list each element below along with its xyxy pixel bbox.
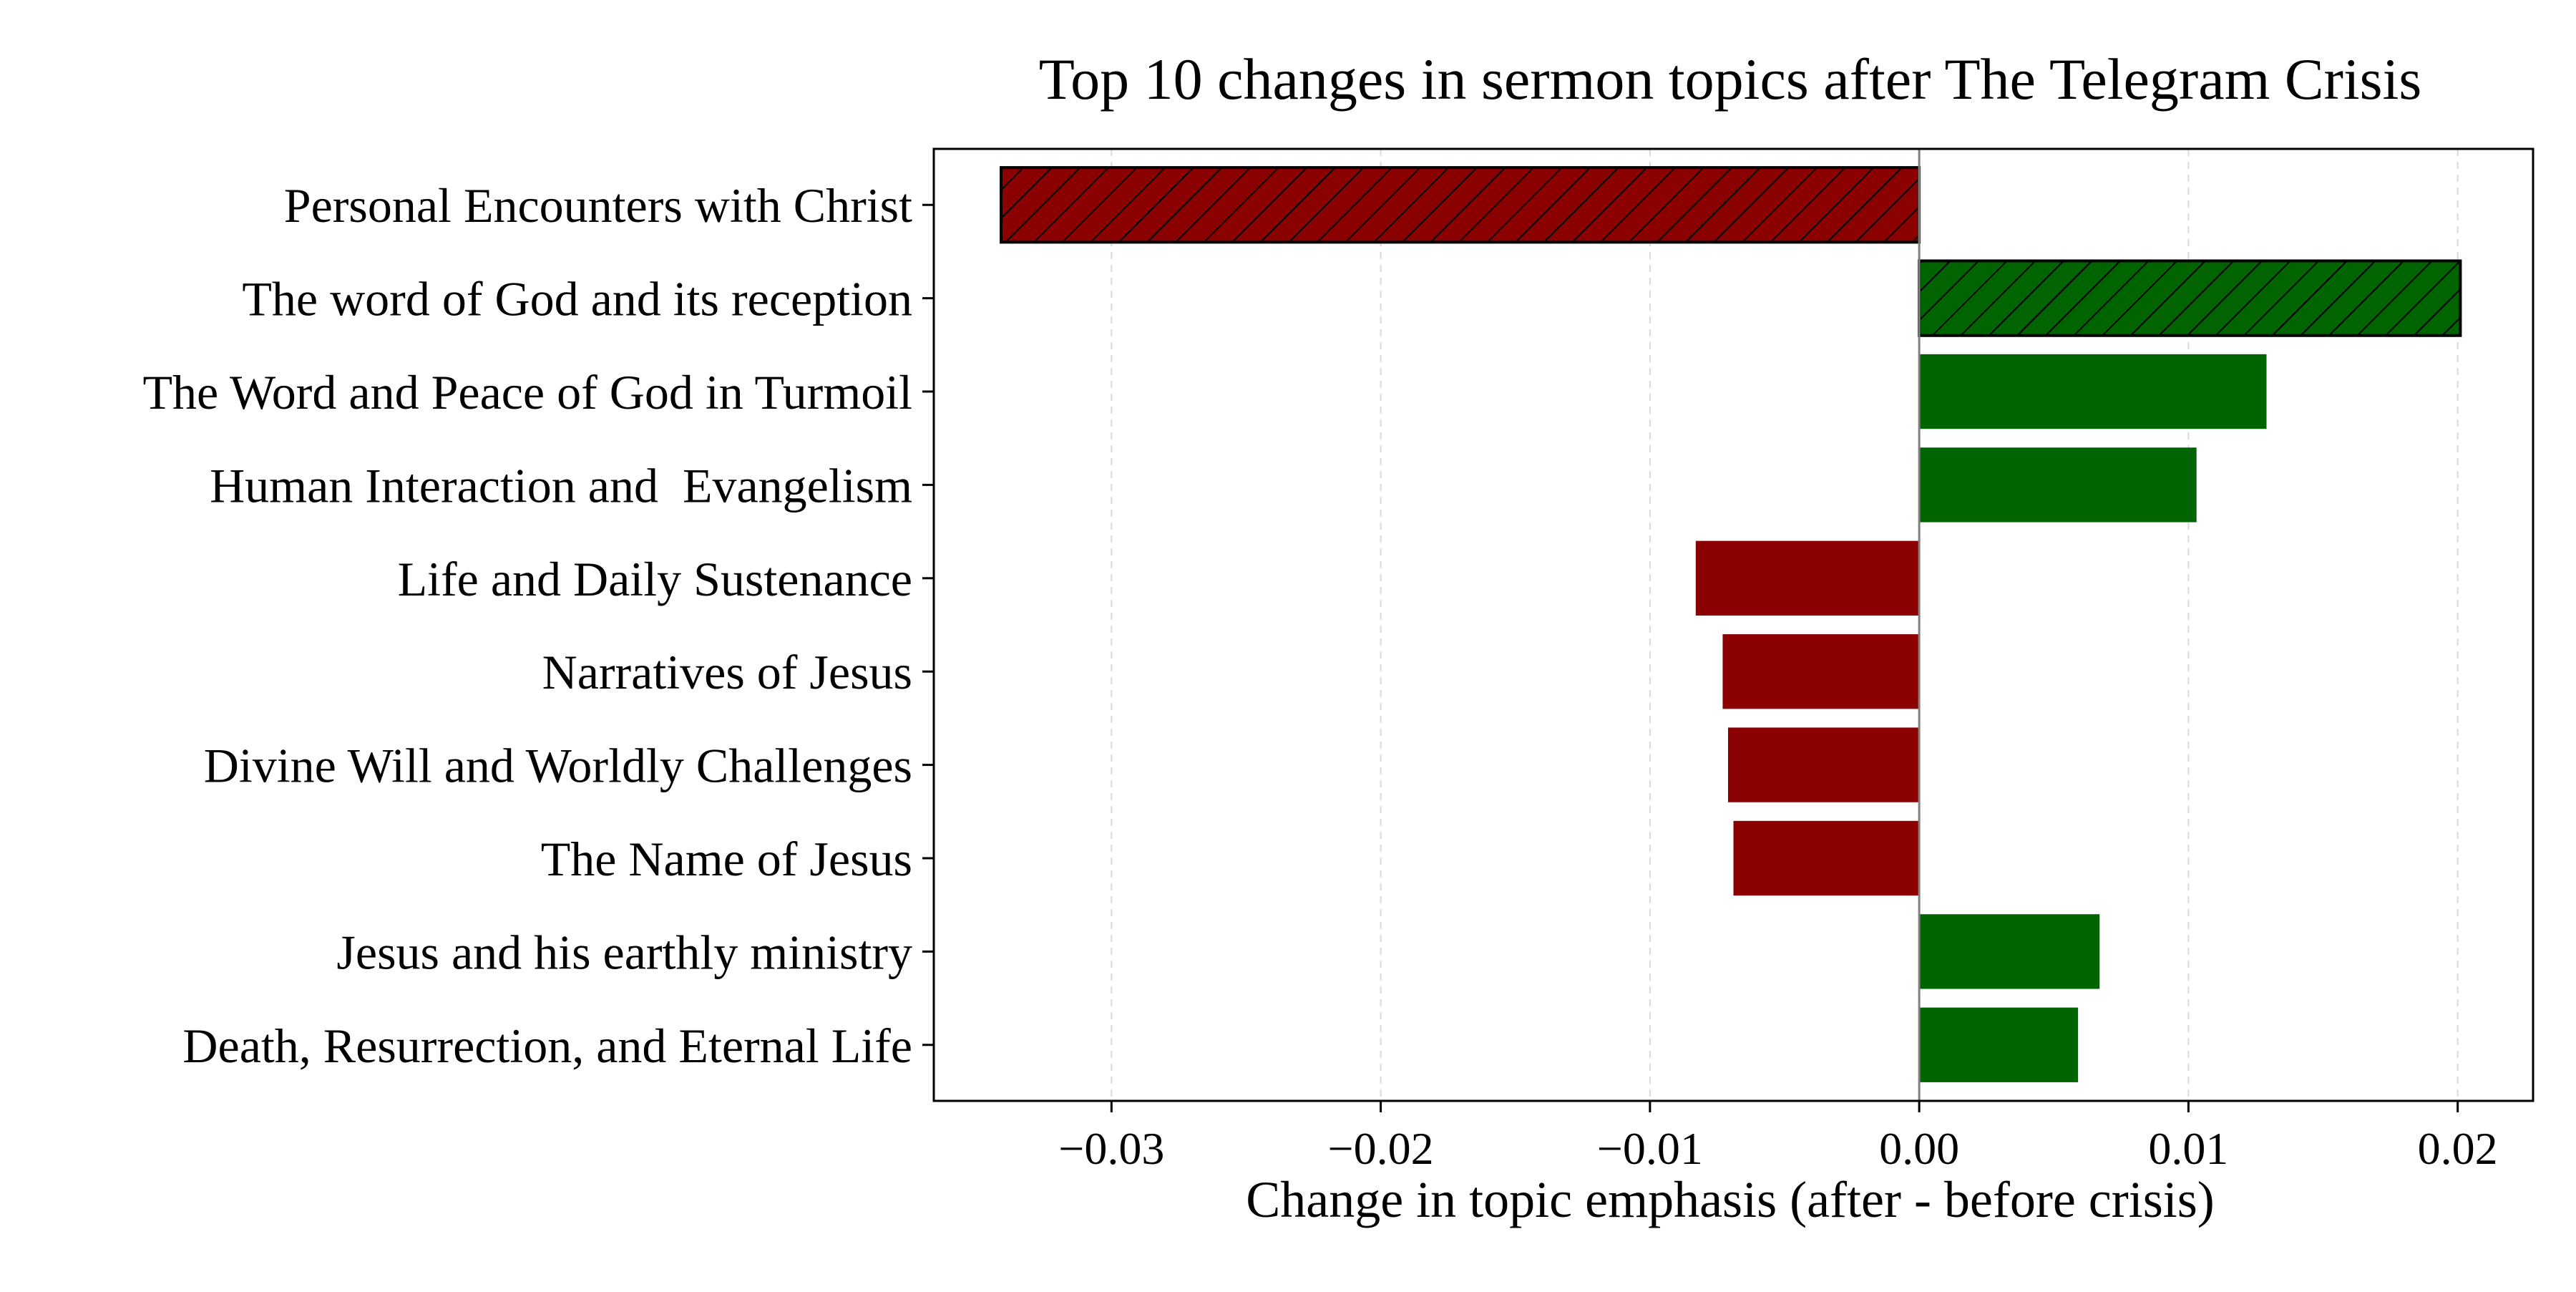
y-tick-label: The Name of Jesus (541, 832, 912, 886)
chart-title: Top 10 changes in sermon topics after Th… (1039, 47, 2422, 112)
x-tick-label: −0.03 (1058, 1123, 1164, 1174)
bar (1727, 727, 1920, 802)
x-tick-label: 0.00 (1879, 1123, 1959, 1174)
y-tick-label: Death, Resurrection, and Eternal Life (182, 1019, 912, 1073)
x-axis-label: Change in topic emphasis (after - before… (1246, 1171, 2215, 1228)
x-tick-label: −0.02 (1328, 1123, 1434, 1174)
bar (1919, 1007, 2079, 1082)
y-tick-label: Narratives of Jesus (542, 645, 912, 699)
bar (1695, 540, 1920, 616)
x-tick-label: 0.02 (2418, 1123, 2498, 1174)
x-tick-label: 0.01 (2148, 1123, 2228, 1174)
y-tick-label: The word of God and its reception (242, 272, 912, 326)
bar (1733, 820, 1920, 896)
y-tick-label: Life and Daily Sustenance (398, 552, 912, 606)
bar (1919, 447, 2197, 523)
y-tick-label: Personal Encounters with Christ (284, 178, 912, 233)
bar (1919, 354, 2267, 429)
bar (1000, 166, 1921, 244)
y-tick-label: The Word and Peace of God in Turmoil (143, 365, 912, 419)
axes: −0.03 −0.02 −0.01 0.00 0.01 0.02 Personal Enco… (143, 147, 2534, 1174)
bar (1919, 914, 2100, 989)
bars (1000, 166, 2462, 1082)
y-tick-label: Human Interaction and Evangelism (210, 458, 912, 513)
y-tick-label: Divine Will and Worldly Challenges (204, 739, 912, 793)
bar (1918, 259, 2462, 337)
bar (1722, 634, 1920, 709)
x-tick-label: −0.01 (1597, 1123, 1703, 1174)
y-tick-label: Jesus and his earthly ministry (336, 925, 912, 979)
plot-frame (932, 147, 2534, 1102)
